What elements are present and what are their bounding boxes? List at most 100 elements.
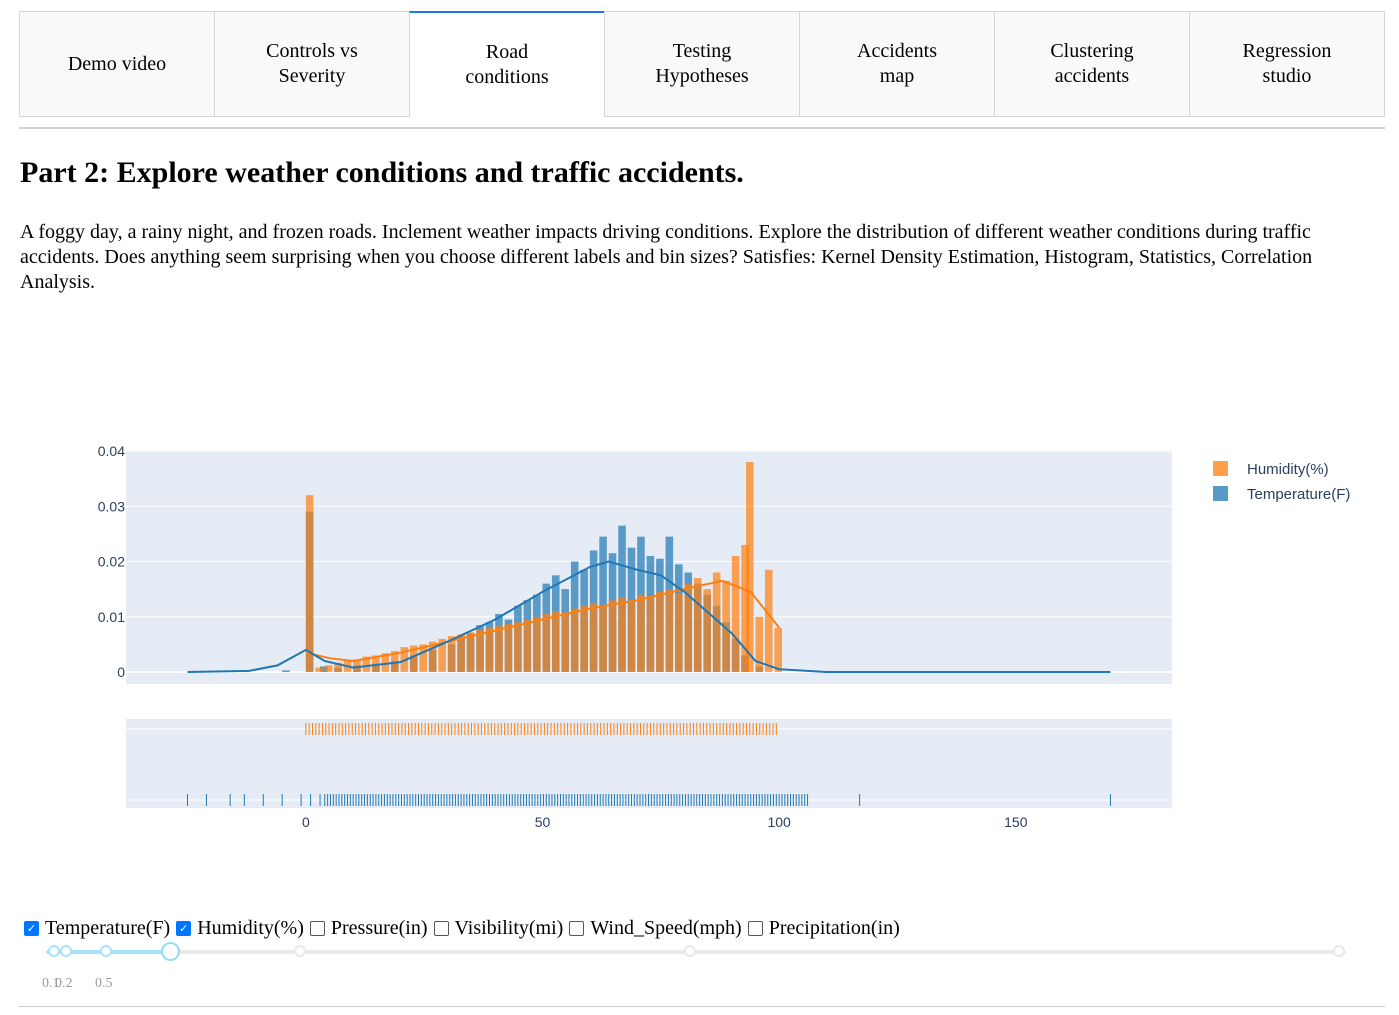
humidity-bar bbox=[618, 597, 626, 672]
slider-dot[interactable] bbox=[100, 945, 112, 957]
tab-regression-studio[interactable]: Regression studio bbox=[1189, 11, 1385, 117]
checkbox-unchecked-icon[interactable] bbox=[309, 921, 325, 936]
humidity-bar bbox=[764, 569, 773, 672]
tab-testing-hypotheses[interactable]: Testing Hypotheses bbox=[604, 11, 799, 117]
humidity-bar bbox=[675, 593, 683, 672]
legend-humidity-swatch[interactable] bbox=[1213, 461, 1228, 476]
slider-dot[interactable] bbox=[1333, 945, 1345, 957]
humidity-bar bbox=[627, 601, 636, 672]
humidity-bar bbox=[542, 613, 551, 672]
checkbox-pressure-in[interactable]: Pressure(in) bbox=[309, 917, 428, 940]
tab-bar: Demo video Controls vs Severity Road con… bbox=[19, 11, 1385, 117]
checkbox-visibility-mi[interactable]: Visibility(mi) bbox=[433, 917, 563, 940]
temperature-kde-line bbox=[187, 560, 1111, 673]
humidity-bar bbox=[656, 591, 664, 672]
bottom-divider bbox=[19, 1006, 1385, 1007]
checkbox-unchecked-icon[interactable] bbox=[569, 921, 585, 936]
humidity-bar bbox=[476, 630, 484, 672]
x-tick-label: 0 bbox=[302, 814, 310, 830]
slider-dot[interactable] bbox=[60, 945, 72, 957]
humidity-bar bbox=[684, 583, 693, 672]
humidity-bar bbox=[608, 600, 617, 672]
checkbox-label: Pressure(in) bbox=[330, 917, 428, 939]
legend-temperature-swatch[interactable] bbox=[1213, 486, 1228, 501]
humidity-bar bbox=[712, 572, 721, 672]
humidity-bar bbox=[485, 627, 494, 672]
y-tick-label: 0.02 bbox=[98, 554, 125, 570]
tab-clustering-accidents[interactable]: Clustering accidents bbox=[994, 11, 1189, 117]
y-tick-label: 0.01 bbox=[98, 609, 125, 625]
y-tick-label: 0 bbox=[117, 664, 125, 680]
humidity-bar bbox=[466, 632, 475, 672]
tab-road-conditions[interactable]: Road conditions bbox=[409, 11, 604, 117]
tab-controls-vs-severity[interactable]: Controls vs Severity bbox=[214, 11, 409, 117]
humidity-bar bbox=[551, 611, 560, 672]
humidity-bar bbox=[637, 594, 645, 672]
checkbox-unchecked-icon[interactable] bbox=[433, 921, 449, 936]
humidity-bar bbox=[646, 595, 655, 672]
checkbox-label: Wind_Speed(mph) bbox=[590, 917, 742, 939]
checkbox-temperature-f[interactable]: ✓ Temperature(F) bbox=[24, 917, 170, 940]
rug-background bbox=[126, 719, 1172, 808]
legend-label[interactable]: Humidity(%) bbox=[1247, 461, 1329, 478]
checkbox-label: Precipitation(in) bbox=[768, 917, 900, 939]
tab-divider bbox=[19, 127, 1385, 129]
humidity-bar bbox=[353, 659, 361, 672]
humidity-bar bbox=[372, 655, 380, 672]
temperature-bar bbox=[282, 670, 290, 672]
humidity-bar bbox=[774, 627, 782, 672]
tab-demo-video[interactable]: Demo video bbox=[19, 11, 214, 117]
humidity-bar bbox=[722, 580, 730, 672]
slider-handle[interactable] bbox=[161, 942, 180, 961]
distribution-chart[interactable]: 0 0.01 0.02 0.03 0.04 0 50 100 150 Humidity(%) Tem… bbox=[0, 0, 1399, 900]
legend-label[interactable]: Temperature(F) bbox=[1247, 486, 1350, 503]
page-description: A foggy day, a rainy night, and frozen r… bbox=[20, 221, 1313, 293]
humidity-bar bbox=[438, 638, 446, 672]
humidity-bar bbox=[514, 622, 522, 672]
x-tick-label: 50 bbox=[535, 814, 551, 830]
humidity-kde-line bbox=[305, 579, 780, 663]
checkbox-checked-icon[interactable]: ✓ bbox=[24, 921, 39, 936]
checkbox-unchecked-icon[interactable] bbox=[747, 921, 763, 936]
humidity-bar bbox=[419, 644, 428, 672]
humidity-bar bbox=[315, 667, 323, 672]
humidity-bar bbox=[589, 602, 598, 672]
slider-mark-label: 0.1 bbox=[42, 976, 60, 991]
humidity-bar bbox=[504, 623, 513, 672]
humidity-bar bbox=[428, 641, 437, 672]
humidity-bar bbox=[409, 645, 418, 672]
humidity-bar bbox=[334, 662, 342, 672]
humidity-bar bbox=[741, 544, 749, 672]
humidity-bar bbox=[381, 653, 390, 672]
slider-mark-label: 0.5 bbox=[95, 976, 113, 991]
humidity-bar bbox=[580, 605, 588, 672]
humidity-bar bbox=[755, 616, 764, 672]
humidity-bar bbox=[599, 605, 607, 672]
temperature-bar bbox=[599, 536, 607, 672]
x-tick-label: 100 bbox=[767, 814, 791, 830]
humidity-bar bbox=[523, 619, 532, 672]
bin-size-slider[interactable] bbox=[46, 942, 1356, 961]
humidity-bar bbox=[533, 616, 541, 672]
slider-mark-label: 0.2 bbox=[55, 976, 73, 991]
checkbox-wind-speed-mph[interactable]: Wind_Speed(mph) bbox=[569, 917, 742, 940]
slider-dot[interactable] bbox=[294, 945, 306, 957]
humidity-bar bbox=[570, 608, 579, 672]
checkbox-checked-icon[interactable]: ✓ bbox=[176, 921, 192, 936]
checkbox-label: Humidity(%) bbox=[197, 917, 304, 939]
humidity-bar bbox=[746, 462, 754, 672]
humidity-bar bbox=[447, 636, 456, 672]
y-tick-label: 0.04 bbox=[98, 443, 125, 459]
checkbox-precipitation-in[interactable]: Precipitation(in) bbox=[747, 917, 900, 940]
slider-dot[interactable] bbox=[684, 945, 696, 957]
slider-dot[interactable] bbox=[48, 945, 60, 957]
humidity-bar bbox=[495, 625, 503, 672]
x-tick-label: 150 bbox=[1004, 814, 1028, 830]
humidity-bar bbox=[457, 634, 465, 672]
y-tick-label: 0.03 bbox=[98, 498, 125, 514]
humidity-bar bbox=[731, 555, 740, 672]
tab-accidents-map[interactable]: Accidents map bbox=[799, 11, 994, 117]
slider-rail[interactable] bbox=[46, 950, 1346, 954]
checkbox-humidity[interactable]: ✓ Humidity(%) bbox=[176, 917, 304, 940]
humidity-bar bbox=[665, 589, 674, 672]
